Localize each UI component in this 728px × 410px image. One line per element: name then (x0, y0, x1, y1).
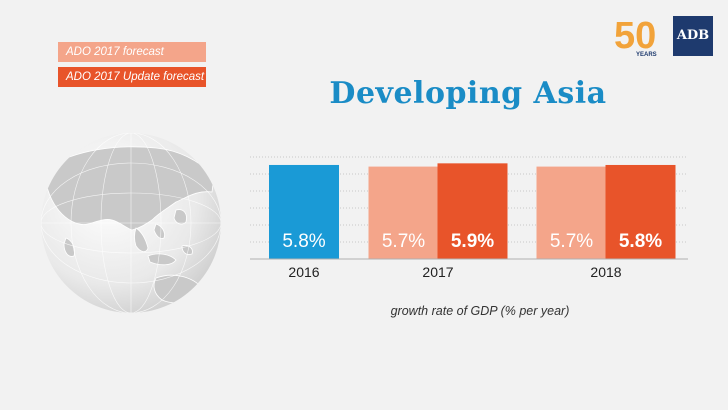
bar-actual-2016 (269, 164, 339, 259)
bar-ado-forecast-2018-label: 5.7% (550, 231, 593, 252)
legend-item-ado-2017-update: ADO 2017 Update forecast (58, 67, 206, 87)
adb-logo: ADB (673, 16, 713, 56)
bar-update-forecast-2018 (605, 164, 676, 259)
chart-title: Developing Asia (329, 76, 607, 111)
globe-icon (41, 133, 221, 313)
fifty-years-label: YEARS (636, 52, 657, 58)
bar-update-forecast-2017 (437, 163, 508, 259)
x-tick-label-2018: 2018 (590, 264, 621, 280)
x-axis-label: growth rate of GDP (% per year) (391, 304, 570, 318)
bar-update-forecast-2017-label: 5.9% (451, 231, 494, 252)
bar-update-forecast-2018-label: 5.8% (619, 231, 662, 252)
legend: ADO 2017 forecast ADO 2017 Update foreca… (58, 42, 206, 92)
fifty-years-digits: 50 (614, 15, 656, 57)
bar-actual-2016-label: 5.8% (282, 231, 325, 252)
bar-ado-forecast-2017-label: 5.7% (382, 231, 425, 252)
fifty-years-logo: 50 YEARS (612, 14, 670, 63)
x-tick-label-2016: 2016 (288, 264, 319, 280)
bar-ado-forecast-2018 (536, 166, 607, 259)
x-tick-label-2017: 2017 (422, 264, 453, 280)
legend-item-ado-2017: ADO 2017 forecast (58, 42, 206, 62)
bar-ado-forecast-2017 (368, 166, 439, 259)
